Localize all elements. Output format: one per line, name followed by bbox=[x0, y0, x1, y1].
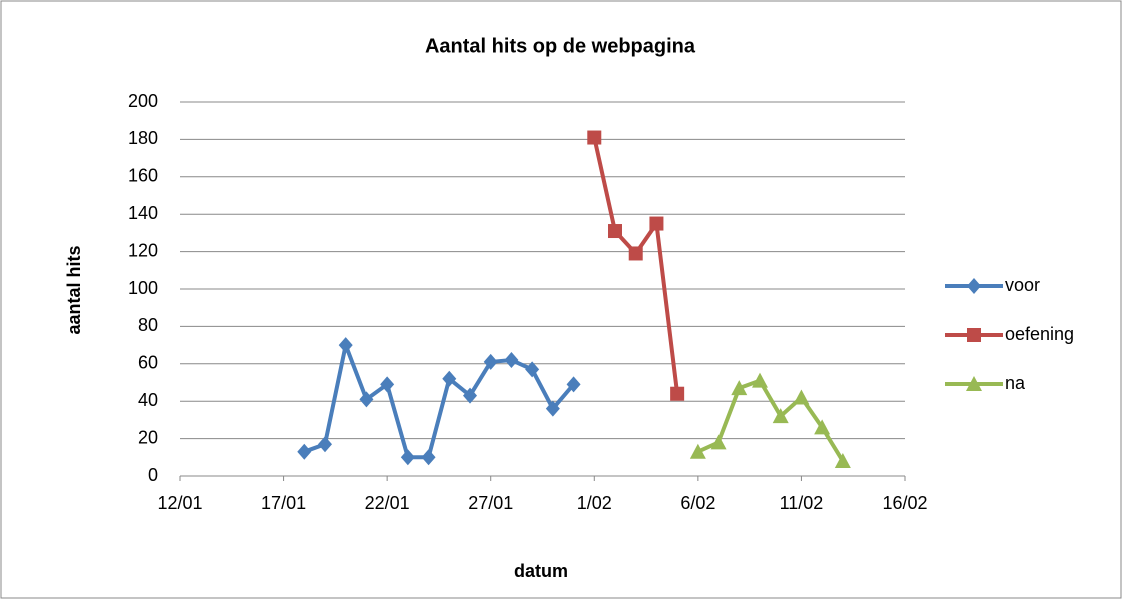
marker bbox=[793, 389, 810, 405]
legend-label: na bbox=[1005, 373, 1026, 393]
y-tick-label: 180 bbox=[128, 128, 158, 148]
marker bbox=[628, 246, 643, 261]
marker bbox=[525, 361, 540, 378]
x-tick-label: 11/02 bbox=[780, 493, 824, 513]
marker bbox=[338, 337, 353, 354]
marker bbox=[463, 387, 477, 404]
marker bbox=[731, 380, 748, 396]
marker bbox=[587, 130, 602, 145]
marker bbox=[318, 436, 332, 453]
y-tick-label: 40 bbox=[138, 390, 158, 410]
y-tick-label: 140 bbox=[128, 203, 158, 223]
series-line bbox=[697, 378, 845, 463]
x-tick-label: 17/01 bbox=[261, 493, 306, 513]
x-tick-label: 12/01 bbox=[157, 493, 202, 513]
y-tick-label: 200 bbox=[128, 91, 158, 111]
y-tick-label: 120 bbox=[128, 240, 158, 260]
marker bbox=[814, 419, 831, 435]
legend-label: oefening bbox=[1005, 324, 1074, 344]
y-tick-label: 160 bbox=[128, 166, 158, 186]
marker bbox=[400, 449, 415, 466]
marker bbox=[670, 386, 685, 401]
marker bbox=[649, 216, 664, 231]
x-axis-label: datum bbox=[514, 561, 568, 581]
y-tick-label: 0 bbox=[148, 465, 158, 485]
marker bbox=[966, 376, 982, 391]
x-tick-label: 1/02 bbox=[577, 493, 612, 513]
x-tick-label: 22/01 bbox=[365, 493, 410, 513]
y-tick-label: 60 bbox=[138, 353, 158, 373]
marker bbox=[772, 408, 789, 424]
marker bbox=[967, 328, 981, 342]
marker bbox=[689, 443, 706, 459]
y-axis-label: aantal hits bbox=[64, 245, 84, 334]
chart-title: Aantal hits op de webpagina bbox=[425, 35, 696, 57]
marker bbox=[566, 376, 581, 393]
x-tick-label: 16/02 bbox=[882, 493, 927, 513]
marker bbox=[752, 372, 768, 388]
marker bbox=[608, 224, 622, 239]
marker bbox=[483, 353, 498, 370]
marker bbox=[710, 434, 727, 450]
y-tick-label: 80 bbox=[138, 315, 158, 335]
marker bbox=[359, 391, 374, 408]
y-tick-label: 20 bbox=[138, 427, 158, 447]
marker bbox=[545, 400, 560, 417]
marker bbox=[967, 278, 981, 294]
marker bbox=[380, 376, 395, 393]
x-tick-label: 27/01 bbox=[468, 493, 513, 513]
legend-label: voor bbox=[1005, 275, 1040, 295]
y-tick-label: 100 bbox=[128, 278, 158, 298]
marker bbox=[297, 443, 312, 460]
marker bbox=[504, 352, 519, 369]
marker bbox=[834, 453, 851, 469]
marker bbox=[421, 449, 436, 466]
marker bbox=[442, 370, 457, 387]
x-tick-label: 6/02 bbox=[680, 493, 715, 513]
